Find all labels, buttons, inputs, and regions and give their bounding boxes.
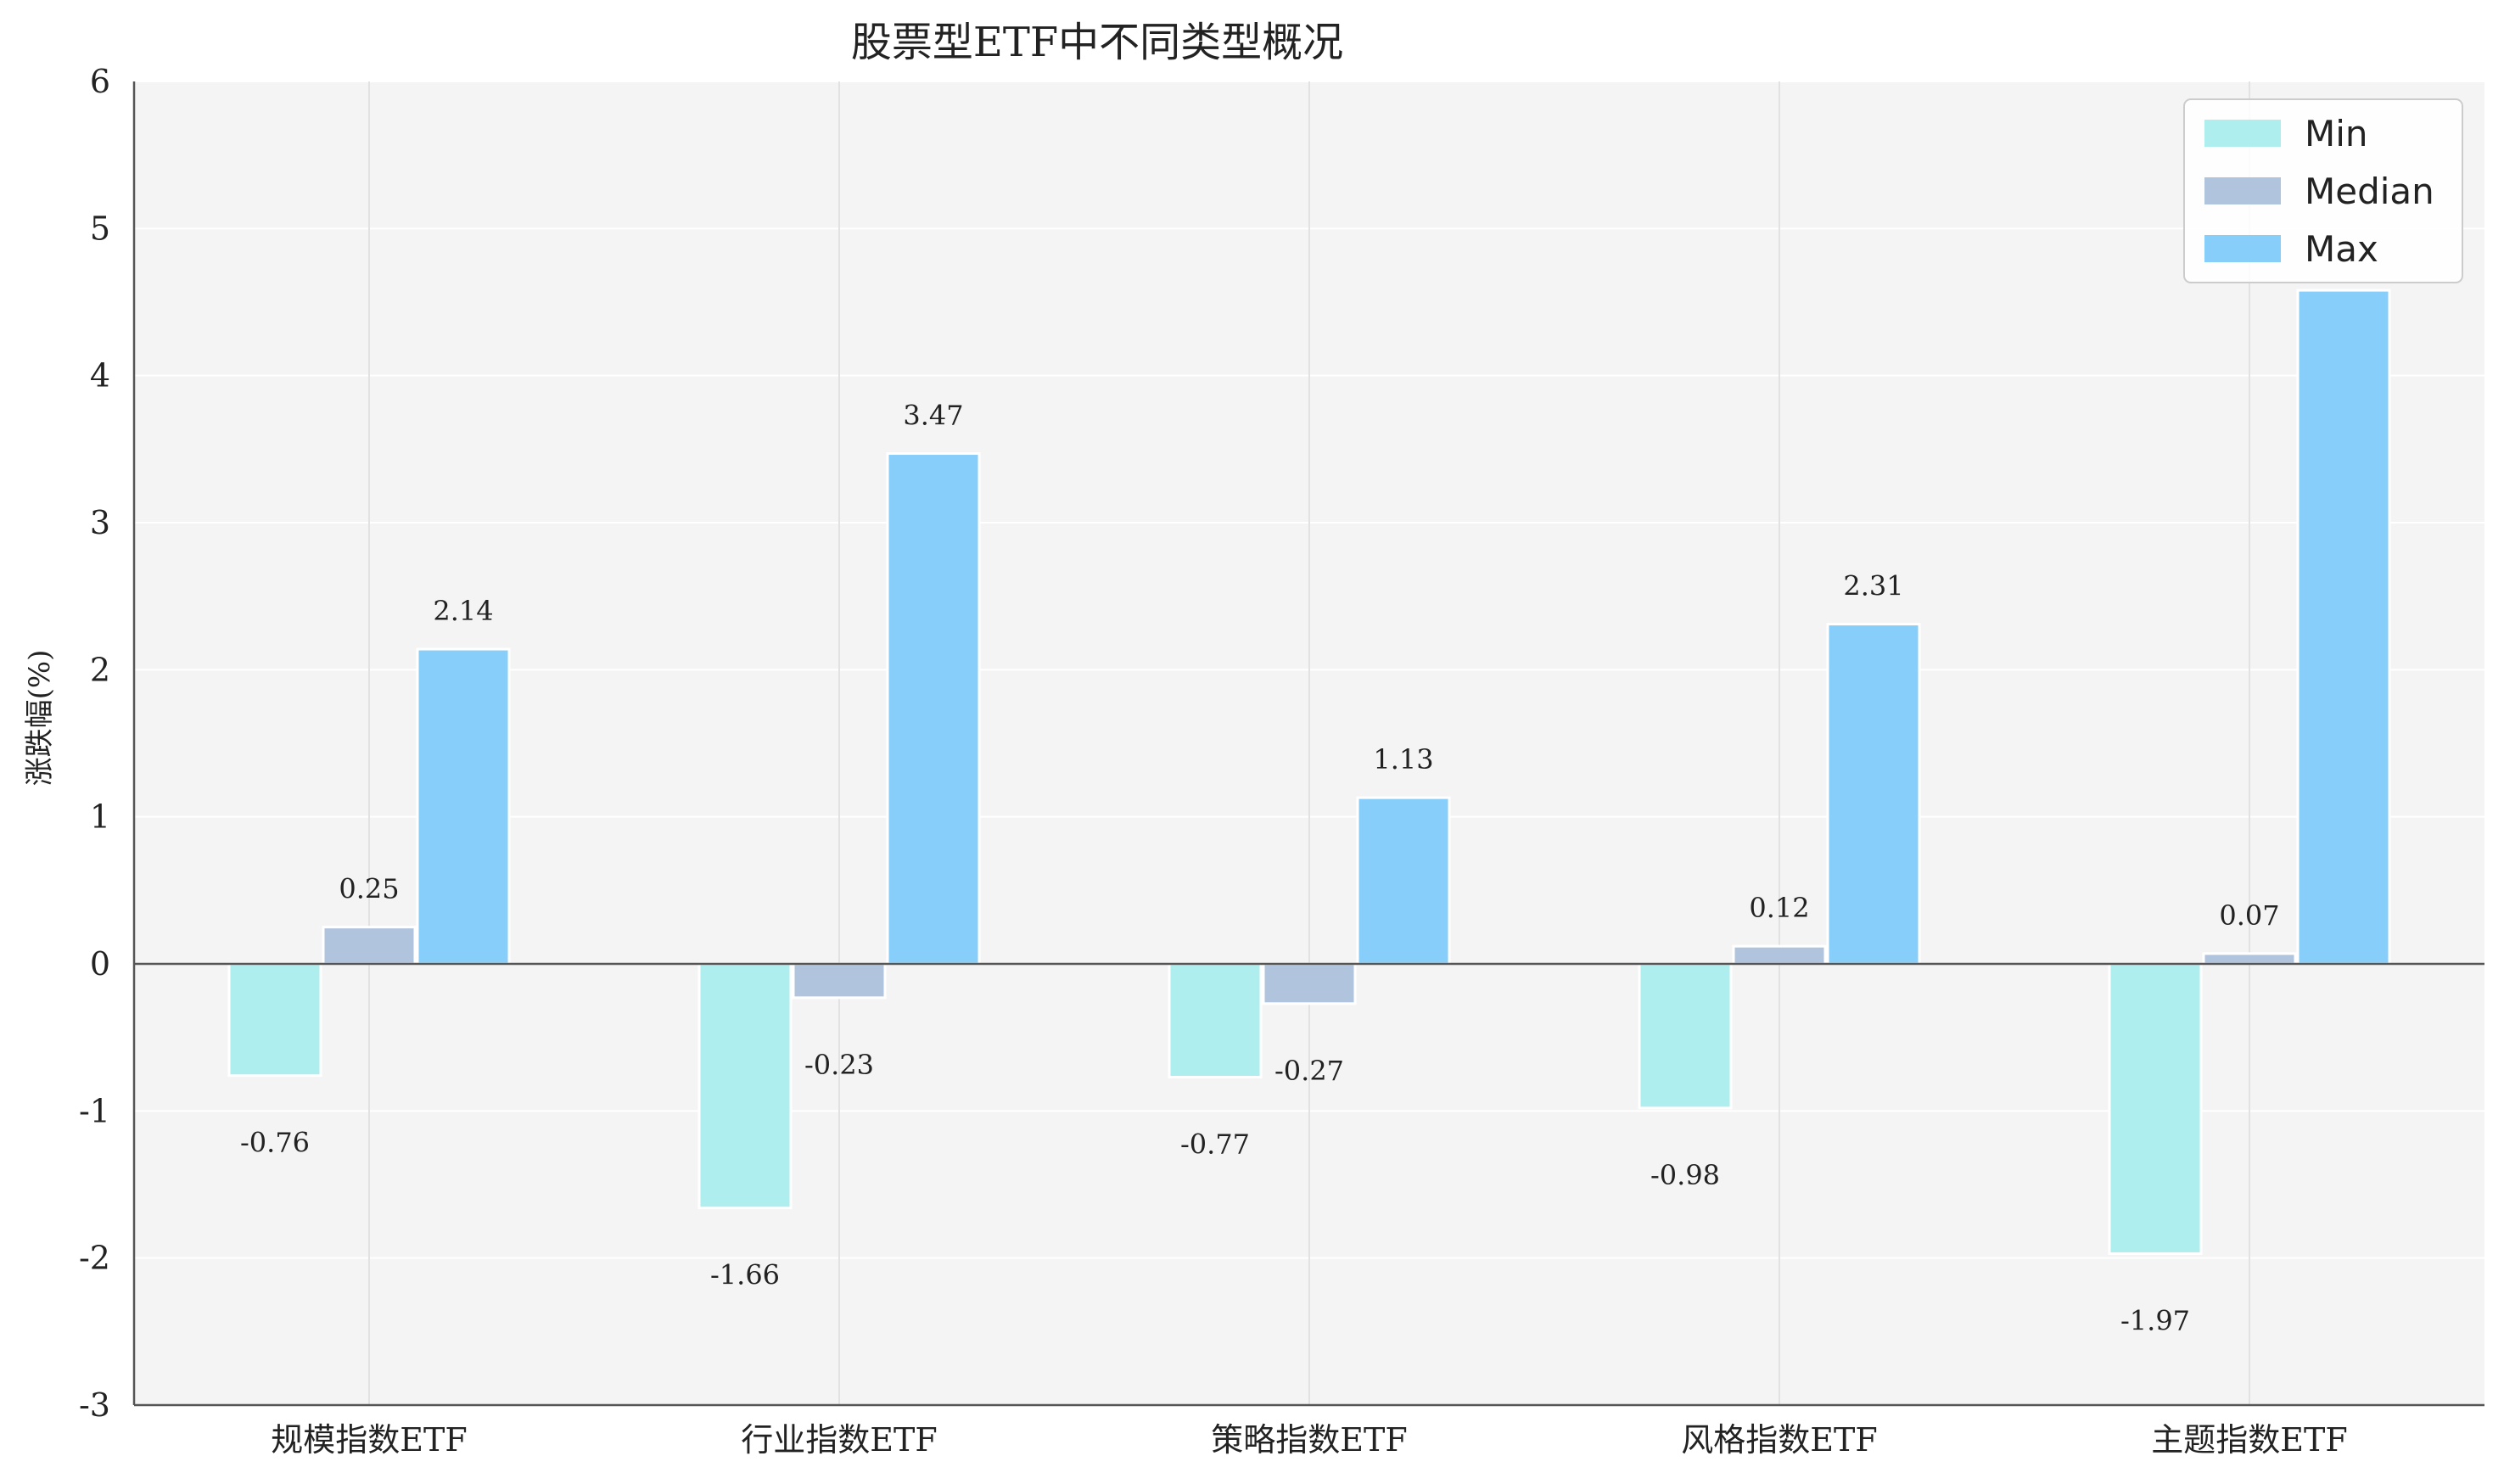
- y-ticks: -3 -2 -1 0 1 2 3 4 5 6: [79, 63, 110, 1424]
- legend-label-median: Median: [2305, 171, 2434, 212]
- data-label-median-1: -0.23: [804, 1049, 874, 1081]
- bar-min-0: [227, 962, 322, 1078]
- data-label-max-1: 3.47: [903, 400, 963, 432]
- bar-median-2: [1262, 962, 1357, 1005]
- data-label-median-2: -0.27: [1274, 1055, 1344, 1087]
- data-label-min-4: -1.97: [2120, 1304, 2190, 1336]
- y-tick-label: 2: [90, 651, 110, 688]
- y-tick-label: 6: [90, 63, 110, 100]
- bar-median-0: [322, 926, 417, 966]
- data-label-min-3: -0.98: [1650, 1159, 1720, 1191]
- y-tick-label: 5: [90, 210, 110, 247]
- y-tick-label: 0: [90, 945, 110, 983]
- data-label-min-1: -1.66: [710, 1259, 780, 1291]
- data-label-median-0: 0.25: [339, 873, 399, 905]
- bar-median-1: [792, 962, 887, 1000]
- bars: [227, 288, 2391, 1255]
- y-tick-label: 3: [90, 504, 110, 541]
- data-label-max-3: 2.31: [1843, 570, 1903, 602]
- data-label-min-0: -0.76: [240, 1127, 310, 1159]
- bar-max-2: [1356, 796, 1451, 966]
- legend-swatch-median: [2204, 177, 2281, 204]
- data-label-max-0: 2.14: [433, 595, 493, 627]
- data-label-min-2: -0.77: [1180, 1128, 1250, 1160]
- grid-lines: [134, 81, 2484, 1406]
- bar-max-0: [416, 647, 511, 966]
- bar-median-4: [2202, 952, 2297, 966]
- data-label-median-3: 0.12: [1749, 892, 1809, 924]
- bar-min-1: [697, 962, 793, 1210]
- x-tick-label: 风格指数ETF: [1681, 1421, 1877, 1459]
- x-tick-label: 策略指数ETF: [1211, 1421, 1407, 1459]
- y-axis-label: 涨跌幅(%): [23, 650, 57, 787]
- y-tick-label: -3: [79, 1386, 110, 1424]
- y-tick-label: 4: [90, 357, 110, 395]
- y-tick-label: -2: [79, 1240, 110, 1277]
- x-tick-label: 行业指数ETF: [741, 1421, 937, 1459]
- data-label-max-2: 1.13: [1373, 743, 1433, 776]
- bar-min-3: [1638, 962, 1733, 1110]
- x-tick-label: 规模指数ETF: [271, 1421, 467, 1459]
- y-tick-label: -1: [79, 1092, 110, 1129]
- chart-title: 股票型ETF中不同类型概况: [851, 19, 1343, 66]
- x-ticks: 规模指数ETF 行业指数ETF 策略指数ETF 风格指数ETF 主题指数ETF: [271, 1421, 2347, 1459]
- legend-label-max: Max: [2305, 228, 2378, 270]
- legend-swatch-max: [2204, 235, 2281, 262]
- axes: [132, 81, 2484, 1407]
- y-tick-label: 1: [90, 798, 110, 836]
- x-tick-label: 主题指数ETF: [2151, 1421, 2347, 1459]
- legend-label-min: Min: [2305, 113, 2368, 154]
- bar-median-3: [1732, 944, 1827, 966]
- bar-min-4: [2108, 962, 2203, 1255]
- bar-max-4: [2296, 288, 2391, 966]
- bar-max-1: [886, 452, 981, 966]
- bar-min-2: [1168, 962, 1263, 1078]
- data-label-median-4: 0.07: [2219, 899, 2279, 932]
- legend-swatch-min: [2204, 120, 2281, 147]
- bar-max-3: [1826, 623, 1921, 966]
- data-labels: -0.76 -1.66 -0.77 -0.98 -1.97 0.25 -0.23 -0.27 0…: [240, 400, 2280, 1337]
- legend: Min Median Max: [2183, 98, 2463, 283]
